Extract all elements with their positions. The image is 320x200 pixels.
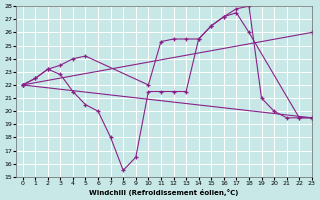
- X-axis label: Windchill (Refroidissement éolien,°C): Windchill (Refroidissement éolien,°C): [89, 189, 239, 196]
